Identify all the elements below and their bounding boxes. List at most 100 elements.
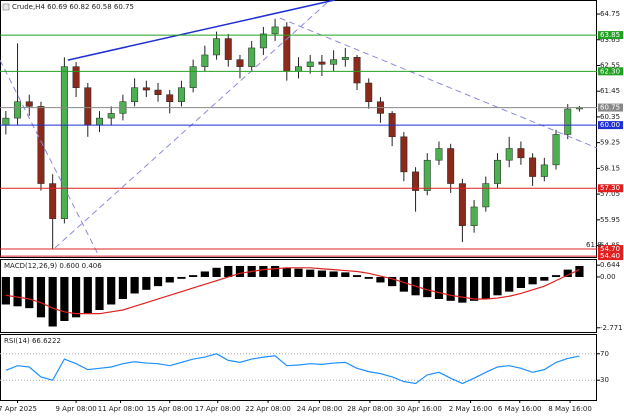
histogram-bar [142,276,151,290]
pane-frame [0,0,597,258]
histogram-bar [458,276,467,303]
y-tick-label: 70 [600,350,609,358]
pane-title: MACD(12,26,9) 0.600 0.406 [4,262,102,270]
candle-body [213,38,221,56]
candle-body [271,26,279,35]
histogram-bar [95,276,104,310]
candle-body [14,101,22,119]
histogram-bar [83,276,92,314]
candle-body [224,38,232,60]
histogram-bar [469,276,479,301]
candle-body [517,148,525,159]
candle-body [529,157,537,177]
histogram-bar [1,276,10,305]
histogram-bar [212,267,221,277]
level-label: 60.75 [600,104,620,112]
candle-body [435,148,443,161]
histogram-bar [434,276,444,299]
histogram-bar [329,271,338,277]
x-tick-label: 11 Apr 08:00 [98,405,144,413]
histogram-bar [446,276,455,301]
candle-body [49,183,57,219]
candle-body [330,59,338,65]
trend-line [54,0,331,249]
candle-body [96,117,103,126]
histogram-bar [165,276,174,283]
candle-body [107,113,115,119]
histogram-bar [153,276,163,287]
candle-body [236,59,244,67]
histogram-bar [399,276,408,292]
histogram-bar [200,271,209,277]
level-label: 57.30 [600,184,620,192]
candle-body [470,206,478,226]
candle-body [412,171,420,191]
histogram-bar [177,276,186,279]
level-label-box [598,184,623,193]
y-tick-label: 57.05 [600,190,620,198]
y-tick-label: 0.644 [600,261,621,269]
histogram-bar [224,265,233,277]
histogram-bar [540,276,549,281]
y-tick-label: -2.771 [600,324,623,332]
histogram-bar [563,269,572,277]
candle-body [365,82,373,102]
histogram-bar [13,276,22,307]
histogram-bar [294,268,303,277]
x-tick-label: 15 Apr 08:00 [147,405,193,413]
pane-title: Crude,H4 60.69 60.82 60.58 60.75 [12,3,134,11]
candle-body [494,159,501,184]
candle-body [482,183,490,208]
candle-body [447,148,455,184]
candle-body [295,66,302,72]
histogram-bar [282,267,291,277]
level-label: 62.30 [600,67,620,75]
candle-body [423,159,431,191]
histogram-bar [341,272,350,277]
candle-body [84,87,92,126]
candle-body [283,26,291,72]
x-tick-label: 28 Apr 08:00 [347,405,393,413]
y-tick-label: 62.55 [600,61,620,69]
histogram-bar [352,275,362,277]
level-label-box [598,103,623,112]
histogram-bar [270,265,280,277]
candle-body [25,101,33,107]
rsi-line [5,353,580,385]
trend-line [0,59,99,256]
histogram-bar [493,276,502,296]
candle-body [552,134,560,166]
trend-line [279,17,598,149]
level-label-box [598,245,623,254]
x-tick-label: 9 Apr 08:00 [55,405,96,413]
histogram-bar [528,276,537,285]
candle-body [72,66,80,88]
level-label: 54.70 [600,245,620,253]
level-label-box [598,67,623,76]
pane-title: RSI(14) 66.6222 [4,337,61,345]
histogram-bar [259,265,268,277]
histogram-bar [36,276,46,318]
candle-body [248,47,256,67]
y-tick-label: 59.25 [600,139,620,147]
histogram-bar [317,270,327,277]
y-tick-label: 64.75 [600,10,620,18]
histogram-bar [364,276,373,279]
level-label-box [598,31,623,40]
histogram-bar [130,276,139,294]
histogram-bar [481,276,490,299]
histogram-bar [516,276,526,288]
candle-body [400,136,408,173]
histogram-bar [60,276,69,321]
trend-line [67,0,335,61]
x-tick-label: 22 Apr 08:00 [245,405,291,413]
x-tick-label: 6 May 16:00 [498,405,542,413]
y-tick-label: 60.35 [600,113,620,121]
histogram-bar [306,269,315,277]
histogram-bar [25,276,34,309]
y-tick-label: 30 [600,376,609,384]
histogram-bar [48,276,57,327]
x-tick-label: 17 Apr 08:00 [195,405,241,413]
histogram-bar [107,276,116,305]
